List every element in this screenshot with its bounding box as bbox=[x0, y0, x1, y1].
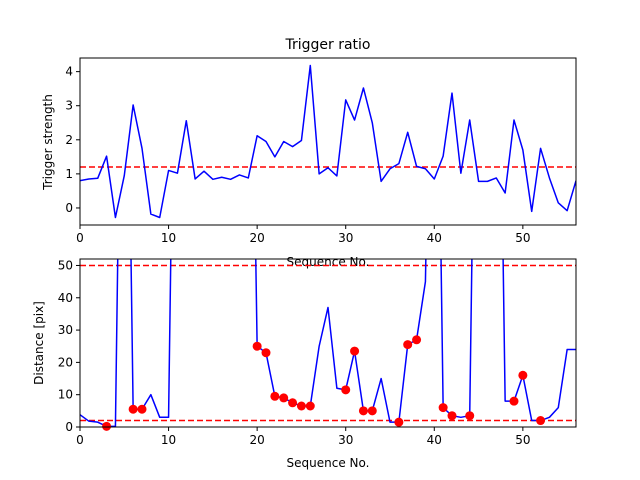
y-axis-label: Distance [pix] bbox=[32, 301, 46, 385]
data-point bbox=[296, 401, 306, 411]
data-point bbox=[518, 370, 528, 380]
x-tick-label: 40 bbox=[427, 231, 442, 245]
axes-frame bbox=[79, 258, 577, 428]
y-tick-label: 0 bbox=[65, 201, 73, 215]
data-point bbox=[438, 403, 448, 413]
data-point bbox=[305, 401, 315, 411]
data-point bbox=[350, 346, 360, 356]
data-point bbox=[288, 398, 298, 408]
x-tick-label: 10 bbox=[161, 433, 176, 447]
data-point bbox=[102, 421, 112, 431]
data-point bbox=[358, 406, 368, 416]
distance-panel: Distance [pix] Sequence No. 0 10 20 30 40 50 0… bbox=[32, 258, 577, 470]
data-point bbox=[261, 348, 271, 358]
data-point bbox=[341, 385, 351, 395]
plot-area bbox=[80, 64, 576, 219]
data-point bbox=[403, 340, 413, 350]
y-tick-label: 3 bbox=[65, 99, 73, 113]
data-point bbox=[394, 417, 404, 427]
data-point bbox=[279, 393, 289, 403]
chart-title: Trigger ratio bbox=[284, 37, 370, 53]
x-axis-label: Sequence No. bbox=[287, 255, 370, 269]
y-tick-label: 10 bbox=[58, 388, 73, 402]
data-point bbox=[536, 416, 546, 426]
y-tick-label: 1 bbox=[65, 167, 73, 181]
x-tick-label: 0 bbox=[76, 433, 84, 447]
x-tick-label: 40 bbox=[427, 433, 442, 447]
y-tick-label: 4 bbox=[65, 65, 73, 79]
x-tick-label: 10 bbox=[161, 231, 176, 245]
data-point bbox=[509, 396, 519, 406]
y-tick-label: 50 bbox=[58, 258, 73, 272]
data-point bbox=[270, 391, 280, 401]
y-tick-label: 20 bbox=[58, 355, 73, 369]
data-point bbox=[128, 404, 138, 414]
data-point bbox=[412, 335, 422, 345]
x-tick-label: 20 bbox=[250, 433, 265, 447]
data-point bbox=[367, 406, 377, 416]
y-tick-label: 2 bbox=[65, 133, 73, 147]
x-tick-label: 30 bbox=[338, 231, 353, 245]
x-tick-label: 20 bbox=[250, 231, 265, 245]
plot-area bbox=[80, 259, 576, 427]
data-point bbox=[465, 411, 475, 421]
y-axis-label: Trigger strength bbox=[41, 94, 55, 191]
series-line bbox=[80, 259, 576, 427]
y-tick-label: 40 bbox=[58, 291, 73, 305]
axes-frame bbox=[79, 57, 577, 226]
x-tick-label: 50 bbox=[515, 433, 530, 447]
x-tick-label: 0 bbox=[76, 231, 84, 245]
y-tick-label: 0 bbox=[65, 420, 73, 434]
data-point bbox=[137, 404, 147, 414]
x-axis-label: Sequence No. bbox=[287, 456, 370, 470]
x-tick-label: 50 bbox=[515, 231, 530, 245]
y-tick-label: 30 bbox=[58, 323, 73, 337]
series-line bbox=[80, 64, 576, 219]
x-tick-label: 30 bbox=[338, 433, 353, 447]
data-point bbox=[447, 411, 457, 421]
data-point bbox=[252, 341, 262, 351]
